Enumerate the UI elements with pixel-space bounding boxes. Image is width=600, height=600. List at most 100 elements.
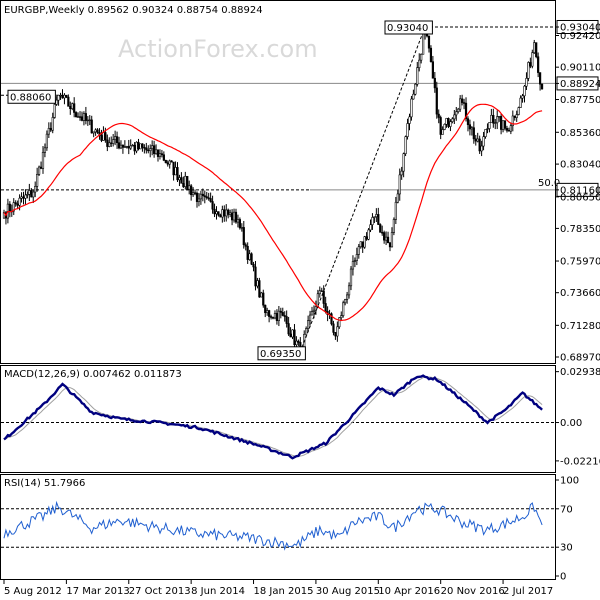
macd-tick-label: -0.022161 bbox=[560, 456, 600, 467]
candle-body bbox=[234, 211, 238, 223]
candle-body bbox=[517, 107, 520, 115]
candle-body bbox=[213, 208, 216, 215]
rsi-reference-lines bbox=[1, 508, 555, 548]
candle-body bbox=[125, 146, 128, 148]
candle-body bbox=[291, 329, 294, 338]
candle-body bbox=[180, 177, 183, 184]
candle-body bbox=[531, 52, 534, 67]
candle-body bbox=[501, 120, 505, 130]
candle-body bbox=[129, 145, 132, 149]
candle-body bbox=[351, 261, 355, 270]
rsi-panel-frame bbox=[0, 474, 556, 580]
candle-body bbox=[320, 290, 323, 292]
candle-body bbox=[338, 317, 341, 328]
candle-body bbox=[14, 202, 17, 205]
candle-body bbox=[135, 141, 138, 152]
annotation-mid: 0.88060 bbox=[10, 92, 51, 103]
candle-body bbox=[199, 193, 202, 200]
annotation-fib: 50.0 bbox=[538, 178, 560, 189]
candle-body bbox=[418, 59, 421, 69]
candle-body bbox=[221, 209, 224, 218]
candle-body bbox=[82, 113, 86, 121]
candle-body bbox=[166, 162, 169, 165]
price-tick-label: 0.80650 bbox=[560, 192, 600, 203]
candle-body bbox=[476, 138, 479, 142]
price-tick-label: 0.78350 bbox=[560, 224, 600, 235]
macd-tick-label: 0.029387 bbox=[560, 367, 600, 378]
candle-body bbox=[346, 294, 349, 300]
candle-body bbox=[307, 320, 310, 329]
candle-body bbox=[513, 115, 516, 118]
candle-body bbox=[402, 153, 405, 172]
candle-body bbox=[153, 145, 156, 154]
candle-body bbox=[106, 139, 109, 147]
price-tick-label: 0.93040 bbox=[560, 22, 600, 33]
candle-body bbox=[398, 174, 401, 195]
candle-body bbox=[211, 201, 214, 210]
candle-body bbox=[230, 212, 234, 221]
candle-body bbox=[441, 129, 444, 135]
candle-body bbox=[521, 95, 524, 99]
candle-body bbox=[324, 303, 327, 312]
candle-body bbox=[383, 232, 386, 241]
candle-body bbox=[71, 103, 74, 110]
candle-body bbox=[22, 196, 25, 199]
candle-body bbox=[55, 99, 58, 105]
candle-body bbox=[49, 127, 52, 131]
x-tick-label: 5 Aug 2012 bbox=[4, 586, 62, 597]
candle-body bbox=[336, 326, 339, 337]
price-tick-label: 0.75970 bbox=[560, 257, 600, 268]
candle-body bbox=[34, 186, 37, 193]
price-panel-frame bbox=[0, 0, 556, 364]
candle-body bbox=[363, 236, 366, 248]
candle-body bbox=[412, 93, 415, 100]
candle-body bbox=[238, 219, 241, 229]
candle-body bbox=[285, 316, 288, 324]
price-tick-label: 0.88924 bbox=[560, 79, 600, 90]
price-annotations: 0.93040 0.88060 0.69350 50.0 bbox=[7, 20, 560, 361]
candle-body bbox=[455, 111, 458, 116]
candle-body bbox=[258, 280, 261, 298]
candle-body bbox=[117, 142, 121, 149]
candle-body bbox=[190, 185, 193, 196]
candle-body bbox=[486, 128, 489, 130]
candle-body bbox=[100, 135, 103, 141]
candle-body bbox=[242, 227, 245, 245]
candle-body bbox=[57, 94, 60, 101]
candle-body bbox=[437, 113, 440, 118]
candle-body bbox=[449, 121, 452, 127]
candle-body bbox=[32, 191, 35, 198]
candle-body bbox=[30, 190, 33, 198]
candle-body bbox=[503, 120, 507, 129]
candle-body bbox=[466, 118, 470, 125]
candle-body bbox=[73, 103, 76, 113]
candle-body bbox=[511, 115, 514, 127]
x-tick-label: 8 Jun 2014 bbox=[191, 586, 245, 597]
candle-body bbox=[289, 333, 292, 338]
candle-body bbox=[254, 266, 257, 287]
candle-body bbox=[384, 236, 388, 241]
candle-body bbox=[67, 96, 70, 107]
macd-panel-frame bbox=[0, 365, 556, 473]
candle-body bbox=[515, 114, 518, 118]
candle-body bbox=[84, 113, 87, 121]
rsi-tick-label: 100 bbox=[560, 476, 579, 487]
candle-body bbox=[112, 139, 115, 144]
candle-body bbox=[494, 122, 497, 124]
candle-body bbox=[158, 153, 162, 157]
x-tick-label: 27 Oct 2013 bbox=[129, 586, 191, 597]
candle-body bbox=[53, 104, 56, 118]
candle-body bbox=[39, 166, 43, 169]
candle-body bbox=[80, 116, 84, 121]
candle-body bbox=[250, 253, 253, 265]
candle-body bbox=[373, 216, 376, 218]
candle-body bbox=[24, 194, 27, 199]
macd-signal-line bbox=[3, 376, 543, 457]
candle-body bbox=[277, 310, 280, 321]
candle-body bbox=[232, 211, 236, 221]
price-tick-label: 0.71280 bbox=[560, 321, 600, 332]
candle-body bbox=[390, 232, 394, 248]
candle-body bbox=[459, 98, 462, 110]
candle-body bbox=[36, 174, 39, 187]
